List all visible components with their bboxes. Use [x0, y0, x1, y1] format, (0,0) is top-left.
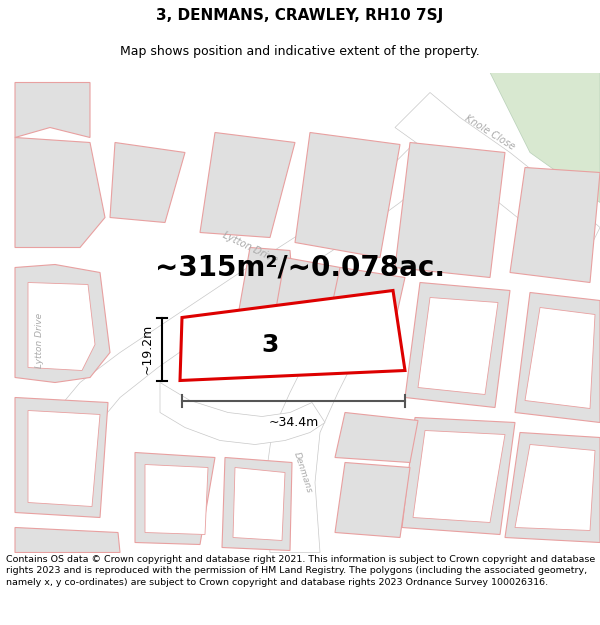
- Polygon shape: [525, 308, 595, 409]
- Polygon shape: [200, 132, 295, 238]
- Text: 3, DENMANS, CRAWLEY, RH10 7SJ: 3, DENMANS, CRAWLEY, RH10 7SJ: [157, 8, 443, 23]
- Text: Lytton Drive: Lytton Drive: [35, 313, 44, 368]
- Text: 3: 3: [262, 332, 278, 357]
- Text: Map shows position and indicative extent of the property.: Map shows position and indicative extent…: [120, 45, 480, 58]
- Polygon shape: [413, 431, 505, 522]
- Polygon shape: [418, 298, 498, 394]
- Text: ~19.2m: ~19.2m: [141, 324, 154, 374]
- Polygon shape: [145, 464, 208, 534]
- Polygon shape: [395, 142, 505, 278]
- Polygon shape: [505, 432, 600, 542]
- Polygon shape: [295, 132, 400, 258]
- Polygon shape: [490, 72, 600, 202]
- Polygon shape: [515, 444, 595, 531]
- Polygon shape: [395, 92, 600, 268]
- Polygon shape: [15, 82, 90, 138]
- Polygon shape: [160, 382, 325, 444]
- Polygon shape: [265, 312, 370, 552]
- Text: Lytton Drive: Lytton Drive: [221, 230, 279, 265]
- Polygon shape: [510, 168, 600, 282]
- Polygon shape: [28, 411, 100, 506]
- Polygon shape: [335, 412, 418, 462]
- Text: Knole Close: Knole Close: [463, 113, 517, 152]
- Text: Contains OS data © Crown copyright and database right 2021. This information is : Contains OS data © Crown copyright and d…: [6, 554, 595, 587]
- Polygon shape: [270, 258, 368, 358]
- Polygon shape: [28, 282, 95, 371]
- Text: Denmans: Denmans: [292, 451, 314, 494]
- Polygon shape: [110, 142, 185, 222]
- Polygon shape: [15, 264, 110, 382]
- Text: ~34.4m: ~34.4m: [268, 416, 319, 429]
- Polygon shape: [325, 268, 405, 344]
- Polygon shape: [405, 282, 510, 408]
- Polygon shape: [235, 248, 295, 338]
- Polygon shape: [515, 292, 600, 422]
- Polygon shape: [180, 291, 405, 381]
- Text: ~315m²/~0.078ac.: ~315m²/~0.078ac.: [155, 254, 445, 281]
- Polygon shape: [135, 452, 215, 544]
- Polygon shape: [402, 418, 515, 534]
- Polygon shape: [15, 138, 105, 248]
- Polygon shape: [233, 468, 285, 541]
- Polygon shape: [222, 458, 292, 551]
- Polygon shape: [15, 398, 108, 518]
- Polygon shape: [335, 462, 410, 538]
- Polygon shape: [15, 528, 120, 552]
- Polygon shape: [55, 142, 450, 428]
